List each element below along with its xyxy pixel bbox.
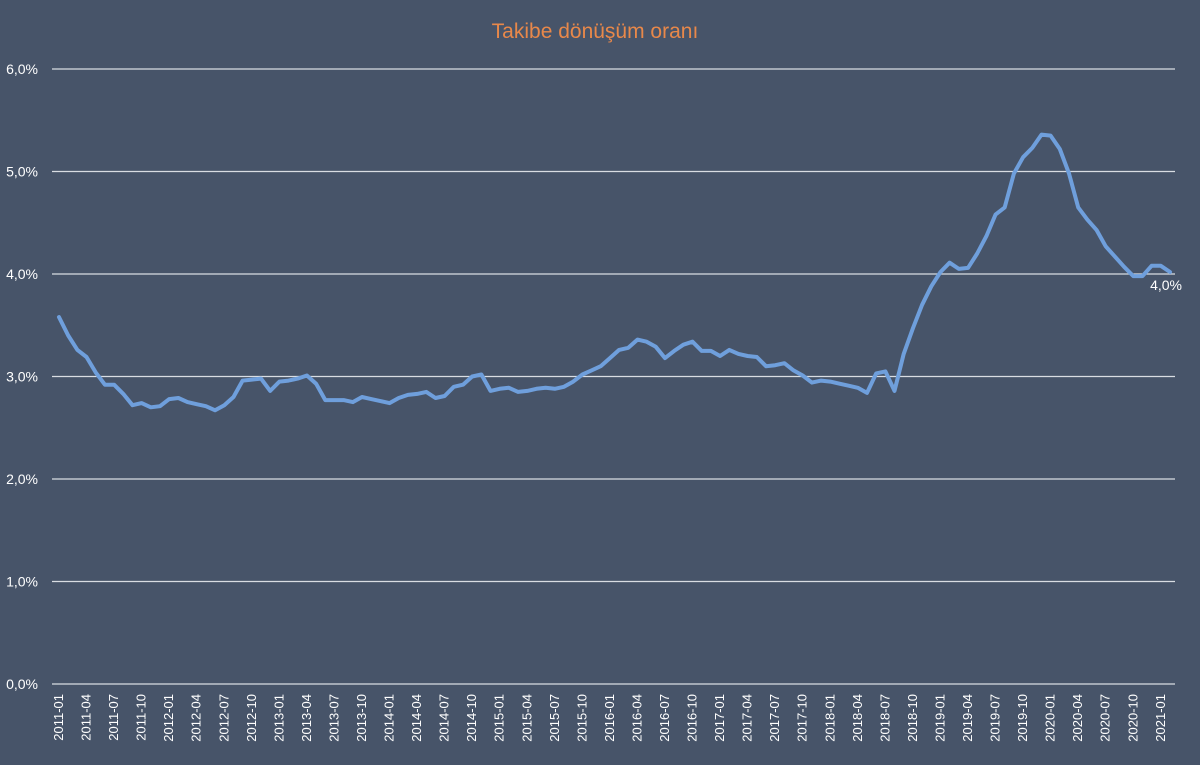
x-tick-label: 2018-04 — [850, 694, 865, 742]
x-tick-label: 2019-07 — [988, 694, 1003, 742]
x-tick-label: 2019-01 — [932, 694, 947, 742]
x-tick-label: 2012-04 — [189, 694, 204, 742]
series-line — [57, 132, 1172, 413]
x-tick-label: 2016-01 — [602, 694, 617, 742]
x-tick-label: 2020-07 — [1098, 694, 1113, 742]
y-tick-label: 5,0% — [6, 164, 38, 180]
x-tick-label: 2011-10 — [134, 694, 149, 741]
x-tick-label: 2014-07 — [437, 694, 452, 742]
x-tick-label: 2020-10 — [1125, 694, 1140, 742]
x-tick-label: 2015-10 — [574, 694, 589, 742]
x-tick-label: 2018-01 — [822, 694, 837, 742]
chart-title: Takibe dönüşüm oranı — [492, 20, 699, 43]
x-tick-label: 2014-01 — [382, 694, 397, 742]
x-tick-label: 2011-07 — [106, 694, 121, 741]
x-tick-label: 2018-07 — [877, 694, 892, 742]
y-tick-label: 6,0% — [6, 61, 38, 77]
x-tick-label: 2011-01 — [51, 694, 66, 741]
x-tick-label: 2019-10 — [1015, 694, 1030, 742]
x-tick-label: 2014-04 — [409, 694, 424, 742]
data-labels: 4,0% — [1150, 277, 1182, 293]
x-tick-label: 2015-07 — [547, 694, 562, 742]
x-tick-label: 2020-01 — [1043, 694, 1058, 742]
x-axis-tick-labels: 2011-01 2011-04 2011-07 2011-10 2012-01 2012-… — [51, 694, 1168, 742]
x-tick-label: 2012-10 — [244, 694, 259, 742]
y-tick-label: 4,0% — [6, 266, 38, 282]
x-tick-label: 2017-04 — [740, 694, 755, 742]
x-tick-label: 2017-01 — [712, 694, 727, 742]
y-tick-label: 1,0% — [6, 574, 38, 590]
x-tick-label: 2012-07 — [216, 694, 231, 742]
x-tick-label: 2016-10 — [685, 694, 700, 742]
x-tick-label: 2021-01 — [1153, 694, 1168, 742]
x-tick-label: 2016-04 — [629, 694, 644, 742]
data-label: 4,0% — [1150, 277, 1182, 293]
x-tick-label: 2013-10 — [354, 694, 369, 742]
x-tick-label: 2015-01 — [492, 694, 507, 742]
x-tick-label: 2017-07 — [767, 694, 782, 742]
series-layer — [57, 132, 1172, 413]
x-tick-label: 2014-10 — [464, 694, 479, 742]
x-tick-label: 2011-04 — [79, 694, 94, 741]
y-axis-tick-labels: 0,0% 1,0% 2,0% 3,0% 4,0% 5,0% 6,0% — [6, 61, 38, 692]
y-tick-label: 0,0% — [6, 676, 38, 692]
x-tick-label: 2015-04 — [519, 694, 534, 742]
grid-lines — [52, 68, 1175, 685]
x-tick-label: 2020-04 — [1070, 694, 1085, 742]
x-tick-label: 2012-01 — [161, 694, 176, 742]
y-tick-label: 2,0% — [6, 471, 38, 487]
x-tick-label: 2013-07 — [326, 694, 341, 742]
x-tick-label: 2016-07 — [657, 694, 672, 742]
x-tick-label: 2013-01 — [271, 694, 286, 742]
x-tick-label: 2019-04 — [960, 694, 975, 742]
x-tick-label: 2013-04 — [299, 694, 314, 742]
x-tick-label: 2018-10 — [905, 694, 920, 742]
y-tick-label: 3,0% — [6, 369, 38, 385]
x-tick-label: 2017-10 — [795, 694, 810, 742]
